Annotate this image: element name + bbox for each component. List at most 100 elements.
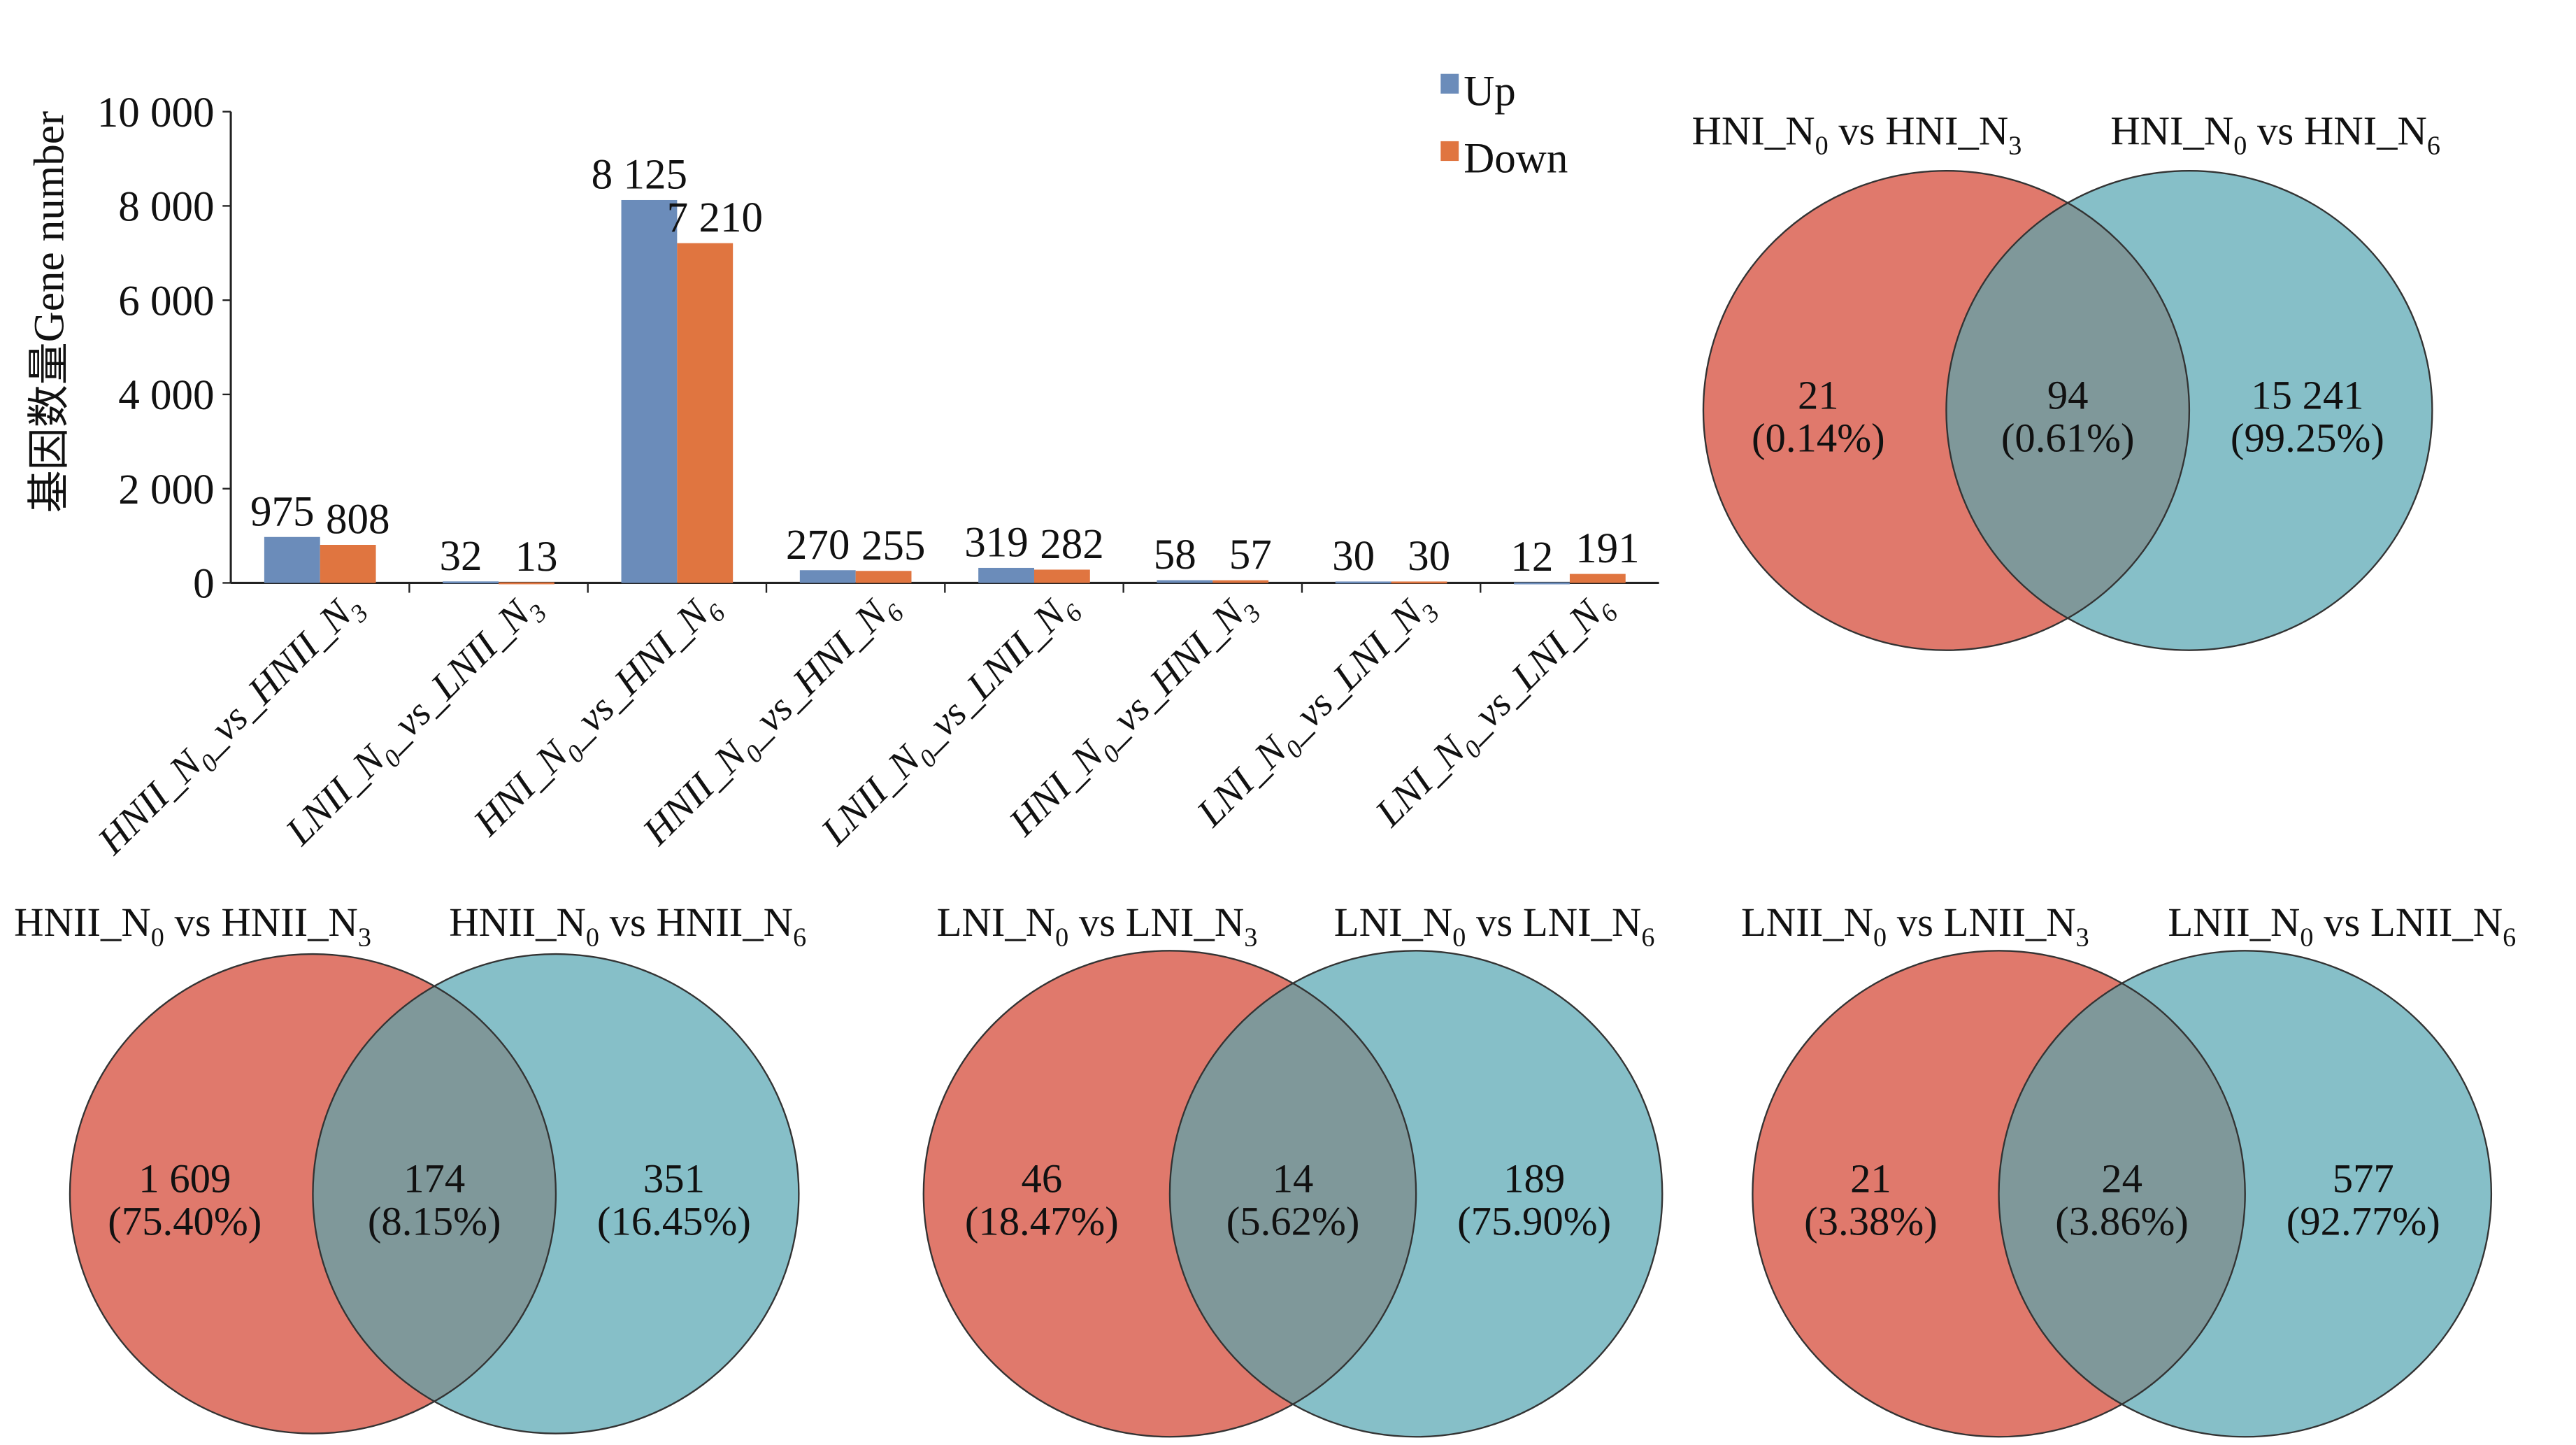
text-part: LNII_N bbox=[813, 736, 931, 854]
text-part: vs HNII_N bbox=[164, 899, 358, 945]
venn-overlap bbox=[1946, 171, 2189, 650]
text-part: _vs_LNI_N bbox=[1452, 591, 1611, 750]
subscript: 0 bbox=[1873, 923, 1887, 952]
subscript: 6 bbox=[1641, 923, 1654, 952]
text-part: vs HNI_N bbox=[2247, 108, 2427, 154]
text-part: vs LNII_N bbox=[2314, 899, 2503, 945]
text-part: LNII_N bbox=[1741, 899, 1873, 945]
venn-region-count: 46 bbox=[1021, 1155, 1062, 1201]
legend-label-up: Up bbox=[1464, 68, 1516, 115]
subscript: 6 bbox=[793, 923, 806, 952]
text-part: HNII_N bbox=[90, 741, 212, 863]
venn-outline-left bbox=[922, 950, 1417, 1438]
venn-region-count: 1 609 bbox=[138, 1155, 231, 1201]
subscript: 3 bbox=[2076, 923, 2089, 952]
bar-up bbox=[264, 536, 320, 583]
bar-down bbox=[320, 545, 376, 583]
venn-outline-right bbox=[1945, 169, 2433, 651]
text-part: vs HNI_N bbox=[1829, 108, 2009, 154]
venn-overlap bbox=[1169, 951, 1417, 1437]
venn-region-percent: (3.86%) bbox=[2055, 1198, 2189, 1244]
subscript: 6 bbox=[2427, 131, 2440, 161]
text-part: _vs_LNII_N bbox=[371, 591, 541, 760]
venn-diagram: LNII_N0 vs LNII_N3 LNII_N0 vs LNII_N621(3… bbox=[1741, 899, 2516, 1438]
bar-down bbox=[1391, 581, 1447, 584]
bar-up bbox=[1335, 581, 1391, 584]
data-label: 13 bbox=[515, 534, 558, 581]
bar-down bbox=[1569, 574, 1626, 583]
data-label: 319 bbox=[964, 520, 1029, 567]
bar-up bbox=[978, 567, 1034, 583]
bar-up bbox=[799, 570, 856, 583]
legend-label-down: Down bbox=[1464, 136, 1568, 183]
venn-region-percent: (18.47%) bbox=[965, 1198, 1119, 1244]
text-part: _vs_HNI_N bbox=[554, 591, 719, 755]
data-label: 58 bbox=[1154, 532, 1196, 578]
venn-region-count: 24 bbox=[2101, 1155, 2142, 1201]
venn-region-count: 14 bbox=[1273, 1155, 1314, 1201]
venn-region-count: 351 bbox=[643, 1155, 705, 1201]
subscript: 0 bbox=[1452, 923, 1466, 952]
venn-region-count: 174 bbox=[403, 1155, 465, 1201]
subscript: 0 bbox=[586, 923, 599, 952]
legend-swatch-down bbox=[1440, 141, 1459, 162]
venn-set-title-right: LNI_N0 vs LNI_N6 bbox=[1334, 899, 1655, 952]
text-part: _vs_HNII_N bbox=[188, 591, 362, 764]
text-part: HNI_N bbox=[1692, 108, 1815, 154]
data-label: 30 bbox=[1408, 533, 1450, 580]
y-tick-label: 4 000 bbox=[118, 372, 214, 419]
subscript: 3 bbox=[2008, 131, 2022, 161]
venn-set-title-left: LNII_N0 vs LNII_N3 bbox=[1741, 899, 2089, 952]
data-label: 7 210 bbox=[667, 194, 763, 241]
venn-region-count: 21 bbox=[1798, 373, 1839, 418]
venn-region-percent: (0.61%) bbox=[2001, 415, 2135, 461]
data-label: 12 bbox=[1510, 534, 1553, 581]
venn-outline-left bbox=[1702, 169, 2191, 651]
data-label: 8 125 bbox=[592, 152, 687, 199]
venn-diagram: LNI_N0 vs LNI_N3 LNI_N0 vs LNI_N646(18.47… bbox=[922, 899, 1663, 1438]
data-label: 32 bbox=[440, 533, 482, 580]
venn-region-percent: (16.45%) bbox=[597, 1198, 751, 1244]
text-part: _vs_HNI_N bbox=[733, 591, 897, 755]
venn-set-title-left: HNII_N0 vs HNII_N3 bbox=[14, 899, 371, 952]
venn-outline-right bbox=[312, 953, 800, 1435]
data-label: 282 bbox=[1040, 521, 1104, 568]
data-label: 191 bbox=[1575, 525, 1640, 572]
venn-region-count: 577 bbox=[2333, 1155, 2394, 1201]
bar-up bbox=[1157, 580, 1213, 583]
venn-region-percent: (0.14%) bbox=[1752, 415, 1885, 461]
bar-down bbox=[677, 243, 734, 583]
data-label: 270 bbox=[786, 522, 850, 569]
y-tick-label: 0 bbox=[193, 561, 215, 608]
data-label: 808 bbox=[326, 497, 390, 543]
data-label: 255 bbox=[861, 522, 926, 569]
y-tick-label: 8 000 bbox=[118, 184, 214, 231]
venn-outline-right bbox=[1998, 950, 2493, 1438]
data-label: 975 bbox=[250, 488, 315, 535]
y-tick-label: 10 000 bbox=[97, 90, 215, 136]
venn-region-percent: (99.25%) bbox=[2231, 415, 2384, 461]
venn-region-percent: (75.40%) bbox=[108, 1198, 262, 1244]
bar-down bbox=[1212, 580, 1269, 583]
venn-region-percent: (75.90%) bbox=[1457, 1198, 1611, 1244]
text-part: vs HNII_N bbox=[599, 899, 793, 945]
y-axis-label: 基因数量Gene number bbox=[27, 111, 73, 513]
text-part: vs LNII_N bbox=[1887, 899, 2076, 945]
venn-region-count: 94 bbox=[2047, 373, 2089, 418]
y-tick-label: 6 000 bbox=[118, 278, 214, 325]
subscript: 0 bbox=[2233, 131, 2247, 161]
venn-set-title-left: LNI_N0 vs LNI_N3 bbox=[937, 899, 1258, 952]
data-label: 30 bbox=[1332, 533, 1375, 580]
text-part: LNI_N bbox=[1334, 899, 1453, 945]
bar-down bbox=[1033, 569, 1090, 583]
venn-diagrams: HNI_N0 vs HNI_N3 HNI_N0 vs HNI_N621(0.14%… bbox=[14, 108, 2516, 1438]
venn-outline-left bbox=[1752, 950, 2246, 1438]
venn-set-title-right: HNII_N0 vs HNII_N6 bbox=[449, 899, 806, 952]
subscript: 0 bbox=[151, 923, 164, 952]
subscript: 0 bbox=[1055, 923, 1068, 952]
venn-region-count: 189 bbox=[1503, 1155, 1565, 1201]
text-part: vs LNI_N bbox=[1466, 899, 1641, 945]
venn-set-title-right: HNI_N0 vs HNI_N6 bbox=[2110, 108, 2440, 161]
venn-set-title-right: LNII_N0 vs LNII_N6 bbox=[2168, 899, 2516, 952]
